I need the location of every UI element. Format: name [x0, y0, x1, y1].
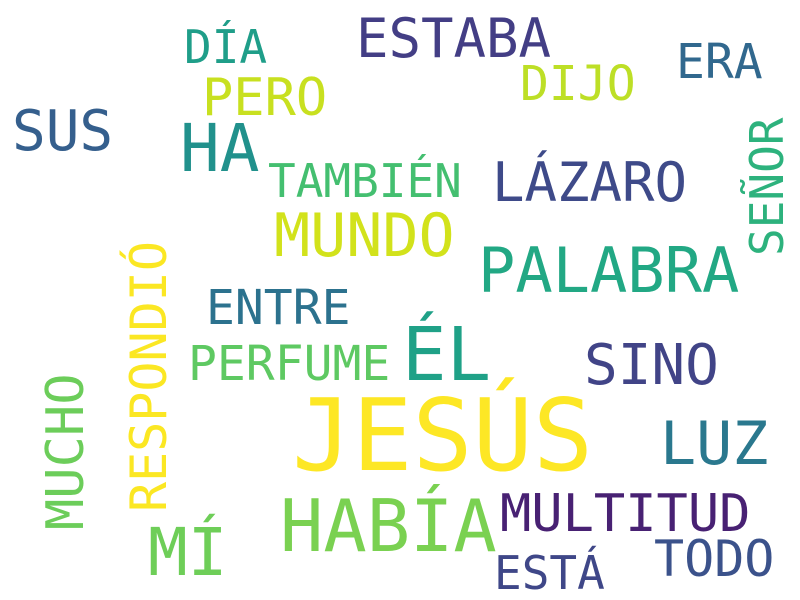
word-esta: ESTÁ — [494, 546, 605, 600]
word-el: ÉL — [402, 312, 492, 398]
word-lazaro: LÁZARO — [492, 151, 688, 214]
word-entre: ENTRE — [206, 280, 351, 336]
word-mi: MÍ — [148, 514, 228, 591]
word-dijo: DIJO — [520, 56, 636, 112]
word-multitud: MULTITUD — [500, 484, 751, 544]
word-todo: TODO — [654, 530, 775, 588]
word-dia: DÍA — [184, 20, 268, 74]
word-jesus: JESÚS — [292, 377, 594, 494]
word-mundo: MUNDO — [274, 201, 455, 271]
word-estaba: ESTABA — [356, 7, 552, 70]
word-sino: SINO — [584, 333, 719, 398]
word-luz: LUZ — [660, 409, 769, 479]
word-tambien: TAMBIÉN — [268, 154, 462, 208]
word-senor: SEÑOR — [740, 117, 794, 256]
word-era: ERA — [676, 34, 763, 90]
word-perfume: PERFUME — [188, 336, 391, 392]
word-ha: HA — [180, 110, 260, 187]
word-pero: PERO — [202, 68, 328, 128]
word-mucho: MUCHO — [36, 373, 96, 530]
word-palabra: PALABRA — [478, 234, 740, 307]
word-respondio: RESPONDIÓ — [120, 241, 178, 512]
word-habia: HABÍA — [280, 484, 497, 568]
word-sus: SUS — [12, 99, 114, 164]
